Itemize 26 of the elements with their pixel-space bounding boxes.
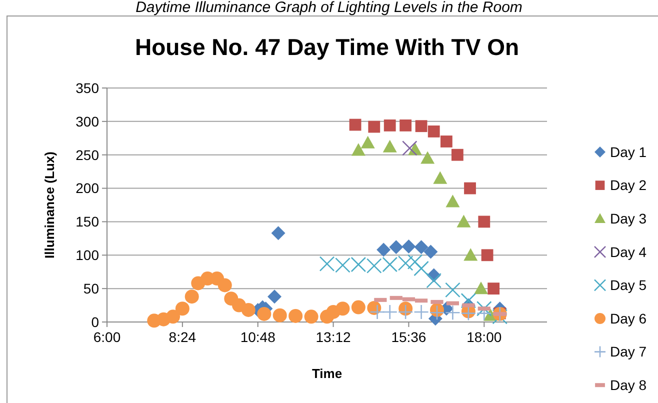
y-tick-label: 350 [76,80,100,96]
legend-label: Day 7 [610,344,647,360]
chart-title: House No. 47 Day Time With TV On [134,34,520,60]
x-tick-label: 8:24 [168,329,196,345]
x-tick-label: 15:36 [391,329,426,345]
legend-label: Day 4 [610,244,647,260]
y-tick-label: 100 [76,247,100,264]
y-tick-label: 200 [76,180,100,196]
legend-label: Day 2 [610,177,647,194]
x-tick-label: 6:00 [93,329,121,345]
x-tick-label: 18:00 [466,329,502,345]
legend-label: Day 1 [610,144,647,160]
y-tick-label: 250 [76,146,100,163]
y-tick-label: 0 [91,314,100,330]
text: Daytime Illuminance Graph of Lighting Levels in the Room [136,0,522,16]
y-tick-label: 50 [83,280,100,296]
x-axis-title: Time [312,366,342,381]
y-axis-title: Illuminance (Lux) [42,152,57,258]
legend-label: Day 5 [610,277,647,294]
y-tick-label: 300 [76,113,100,130]
legend-label: Day 8 [610,377,647,393]
legend-label: Day 6 [610,310,647,326]
legend-label: Day 3 [610,210,647,226]
x-tick-label: 10:48 [240,329,276,345]
x-tick-label: 13:12 [316,329,352,345]
y-tick-label: 150 [76,214,100,230]
